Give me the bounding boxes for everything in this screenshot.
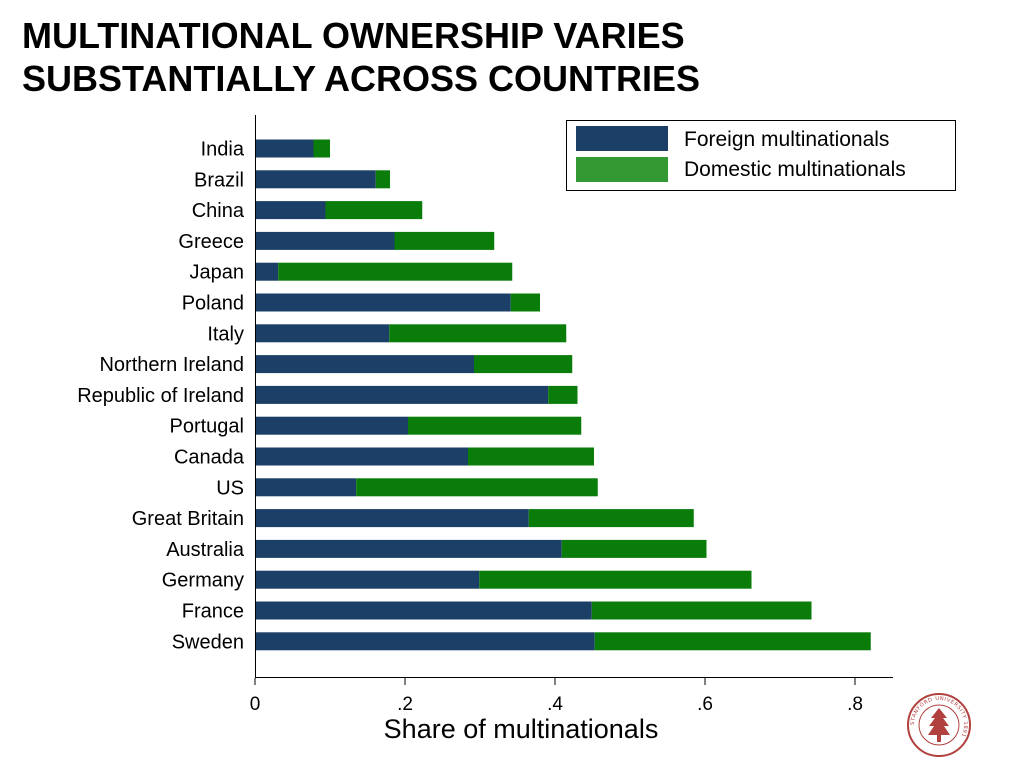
category-label-japan: Japan [190, 262, 245, 284]
bar-brazil-foreign [255, 170, 376, 189]
category-label-northern-ireland: Northern Ireland [99, 354, 244, 376]
bar-italy-domestic [389, 324, 567, 343]
category-label-brazil: Brazil [194, 169, 244, 191]
bar-us-domestic [356, 478, 598, 497]
legend-label-domestic: Domestic multinationals [684, 158, 906, 181]
x-tick-label: .6 [697, 694, 713, 715]
bar-poland-foreign [255, 293, 511, 312]
bar-portugal-domestic [408, 416, 582, 435]
university-seal-logo: STANFORD UNIVERSITY 1891 [907, 693, 971, 757]
x-tick-label: .8 [847, 694, 863, 715]
bar-portugal-foreign [255, 416, 408, 435]
bar-germany-foreign [255, 570, 480, 589]
category-label-sweden: Sweden [172, 631, 244, 653]
bar-northern-ireland-domestic [474, 355, 573, 374]
bar-france-domestic [591, 601, 812, 620]
bar-china-foreign [255, 201, 326, 220]
legend-swatch-foreign [576, 126, 668, 151]
category-label-canada: Canada [174, 447, 245, 469]
category-label-poland: Poland [182, 293, 244, 315]
bar-great-britain-foreign [255, 509, 529, 528]
x-tick-label: .4 [547, 694, 563, 715]
bar-great-britain-domestic [528, 509, 694, 528]
x-axis-title: Share of multinationals [384, 714, 659, 744]
x-axis-ticks: 0 .2 .4 .6 .8 [250, 678, 863, 715]
category-label-greece: Greece [178, 231, 244, 253]
title-line-2: SUBSTANTIALLY ACROSS COUNTRIES [22, 58, 701, 99]
bar-republic-of-ireland-domestic [548, 385, 578, 404]
category-label-germany: Germany [162, 570, 244, 592]
bar-us-foreign [255, 478, 357, 497]
bar-poland-domestic [510, 293, 540, 312]
category-label-china: China [192, 200, 245, 222]
category-label-india: India [201, 139, 245, 161]
category-label-republic-of-ireland: Republic of Ireland [77, 385, 244, 407]
bar-greece-foreign [255, 231, 395, 250]
bar-china-domestic [325, 201, 423, 220]
bar-japan-foreign [255, 262, 279, 281]
bar-northern-ireland-foreign [255, 355, 474, 374]
x-tick-label: .2 [397, 694, 413, 715]
bar-canada-foreign [255, 447, 468, 466]
bar-canada-domestic [468, 447, 594, 466]
bar-germany-domestic [479, 570, 752, 589]
bar-japan-domestic [278, 262, 513, 281]
category-label-us: US [216, 477, 244, 499]
category-label-great-britain: Great Britain [132, 508, 244, 530]
bar-brazil-domestic [375, 170, 390, 189]
bar-group [255, 139, 871, 651]
slide-title: MULTINATIONAL OWNERSHIP VARIES SUBSTANTI… [22, 14, 700, 100]
category-labels: India Brazil China Greece Japan Poland Italy No… [77, 139, 245, 654]
category-label-portugal: Portugal [170, 416, 245, 438]
legend-swatch-domestic [576, 157, 668, 182]
bar-india-domestic [313, 139, 330, 158]
bar-republic-of-ireland-foreign [255, 385, 549, 404]
category-label-australia: Australia [166, 539, 245, 561]
bar-greece-domestic [394, 231, 495, 250]
bar-sweden-domestic [594, 632, 871, 651]
bar-australia-domestic [561, 539, 707, 558]
bar-france-foreign [255, 601, 592, 620]
legend-label-foreign: Foreign multinationals [684, 128, 889, 151]
bar-australia-foreign [255, 539, 562, 558]
bar-india-foreign [255, 139, 314, 158]
legend: Foreign multinationals Domestic multinat… [566, 120, 956, 191]
title-line-1: MULTINATIONAL OWNERSHIP VARIES [22, 15, 685, 56]
bar-italy-foreign [255, 324, 390, 343]
category-label-italy: Italy [207, 323, 244, 345]
seal-tree-icon [928, 708, 950, 742]
bar-sweden-foreign [255, 632, 595, 651]
category-label-france: France [182, 601, 244, 623]
x-tick-label: 0 [250, 694, 261, 715]
